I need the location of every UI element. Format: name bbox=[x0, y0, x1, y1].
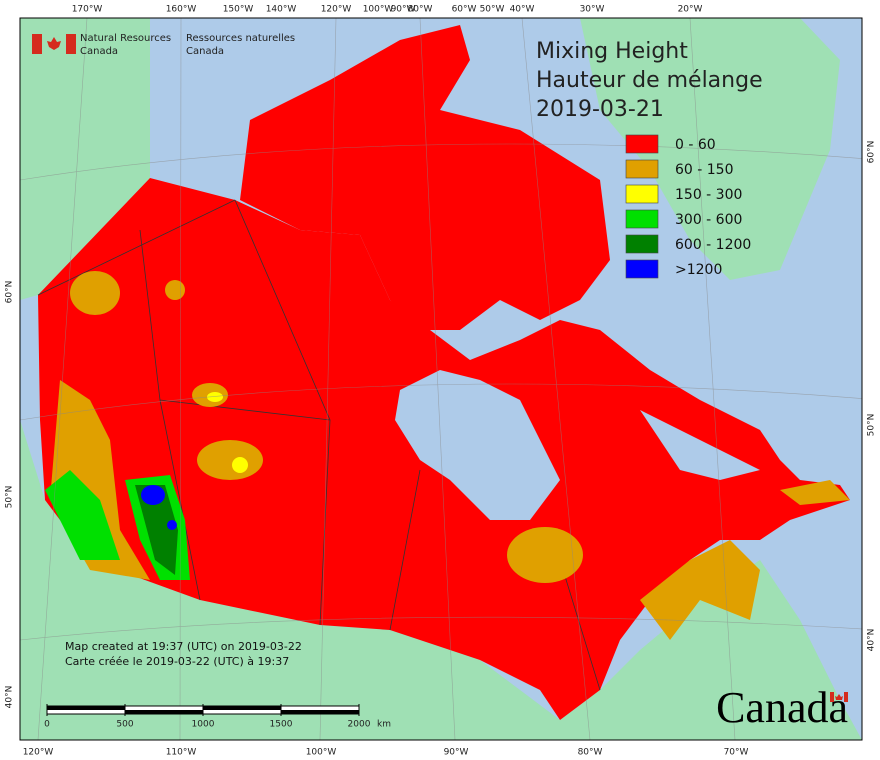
scale-segment bbox=[203, 706, 281, 710]
legend-label: 600 - 1200 bbox=[675, 237, 751, 253]
scale-segment bbox=[281, 710, 359, 714]
legend-swatch bbox=[625, 259, 659, 279]
legend-swatch bbox=[625, 159, 659, 179]
footer-text: Carte créée le 2019-03-22 (UTC) à 19:37 bbox=[65, 655, 289, 668]
scale-segment bbox=[47, 706, 125, 710]
wordmark-flag bbox=[830, 692, 848, 702]
longitude-label: 150°W bbox=[223, 5, 254, 15]
gulf bbox=[640, 410, 760, 480]
title: Hauteur de mélange bbox=[536, 68, 763, 93]
scale-label: 1500 bbox=[270, 720, 293, 730]
hudson-bay bbox=[395, 370, 560, 520]
scale-unit: km bbox=[377, 720, 391, 730]
longitude-label: 80°W bbox=[408, 5, 433, 15]
logo-text: Canada bbox=[80, 46, 118, 57]
title: Mixing Height bbox=[536, 39, 688, 64]
footer-text: Map created at 19:37 (UTC) on 2019-03-22 bbox=[65, 640, 302, 653]
legend-label: 60 - 150 bbox=[675, 162, 734, 178]
contour-green bbox=[45, 470, 120, 560]
longitude-label: 140°W bbox=[266, 5, 297, 15]
longitude-label: 40°W bbox=[510, 5, 535, 15]
longitude-label: 80°W bbox=[578, 748, 603, 758]
legend-label: >1200 bbox=[675, 262, 722, 278]
contour-yellow bbox=[207, 392, 223, 402]
contour-orange bbox=[507, 527, 583, 583]
contour-orange bbox=[197, 440, 263, 480]
contour-orange bbox=[640, 540, 760, 640]
frame bbox=[19, 17, 863, 741]
wordmark: Canada bbox=[716, 683, 848, 732]
longitude-label: 120°W bbox=[321, 5, 352, 15]
longitude-label: 100°W bbox=[306, 748, 337, 758]
logo-text: Natural Resources bbox=[80, 33, 171, 44]
contour-yellow bbox=[232, 457, 248, 473]
longitude-label: 100°W bbox=[363, 5, 394, 15]
longitude-label: 90°W bbox=[444, 748, 469, 758]
logo: Natural Resources Canada Ressources natu… bbox=[32, 33, 295, 57]
latitude-label: 40°N bbox=[867, 629, 877, 652]
map-body bbox=[20, 18, 862, 740]
longitude-label: 120°W bbox=[23, 748, 54, 758]
boundaries bbox=[37, 199, 601, 691]
legend-label: 0 - 60 bbox=[675, 137, 716, 153]
contour-darkgreen bbox=[135, 485, 178, 575]
alaska bbox=[20, 18, 150, 300]
contour-orange bbox=[70, 271, 120, 315]
usa bbox=[20, 420, 862, 740]
flag-bar bbox=[66, 34, 76, 54]
contour-orange bbox=[780, 480, 850, 505]
legend-swatch bbox=[625, 209, 659, 229]
scale-label: 500 bbox=[116, 720, 133, 730]
legend-swatch bbox=[625, 184, 659, 204]
maple-leaf bbox=[47, 37, 61, 50]
longitude-label: 60°W bbox=[452, 5, 477, 15]
legend-label: 150 - 300 bbox=[675, 187, 742, 203]
longitude-label: 70°W bbox=[724, 748, 749, 758]
logo-text: Canada bbox=[186, 46, 224, 57]
legend-swatch bbox=[625, 134, 659, 154]
legend-label: 300 - 600 bbox=[675, 212, 742, 228]
arctic-islands bbox=[240, 25, 610, 330]
graticule bbox=[20, 18, 862, 740]
longitude-label: 20°W bbox=[678, 5, 703, 15]
longitude-label: 30°W bbox=[580, 5, 605, 15]
longitude-label: 170°W bbox=[72, 5, 103, 15]
flag-bar bbox=[32, 34, 42, 54]
longitude-label: 160°W bbox=[166, 5, 197, 15]
latitude-label: 50°N bbox=[867, 414, 877, 437]
contour-blue bbox=[141, 485, 165, 505]
latitude-label: 40°N bbox=[5, 686, 15, 709]
legend-swatch bbox=[625, 234, 659, 254]
latitude-label: 60°N bbox=[5, 281, 15, 304]
scale-label: 1000 bbox=[192, 720, 215, 730]
scale-label: 2000 bbox=[348, 720, 371, 730]
scale-label: 0 bbox=[44, 720, 50, 730]
longitude-label: 110°W bbox=[166, 748, 197, 758]
logo-text: Ressources naturelles bbox=[186, 33, 295, 44]
longitude-label: 50°W bbox=[480, 5, 505, 15]
longitude-label: 90°W bbox=[391, 5, 416, 15]
contour-orange bbox=[165, 280, 185, 300]
scale-segment bbox=[125, 710, 203, 714]
latitude-label: 50°N bbox=[5, 486, 15, 509]
latitude-label: 60°N bbox=[867, 141, 877, 164]
contour-blue bbox=[167, 520, 177, 530]
title: 2019-03-21 bbox=[536, 97, 664, 122]
